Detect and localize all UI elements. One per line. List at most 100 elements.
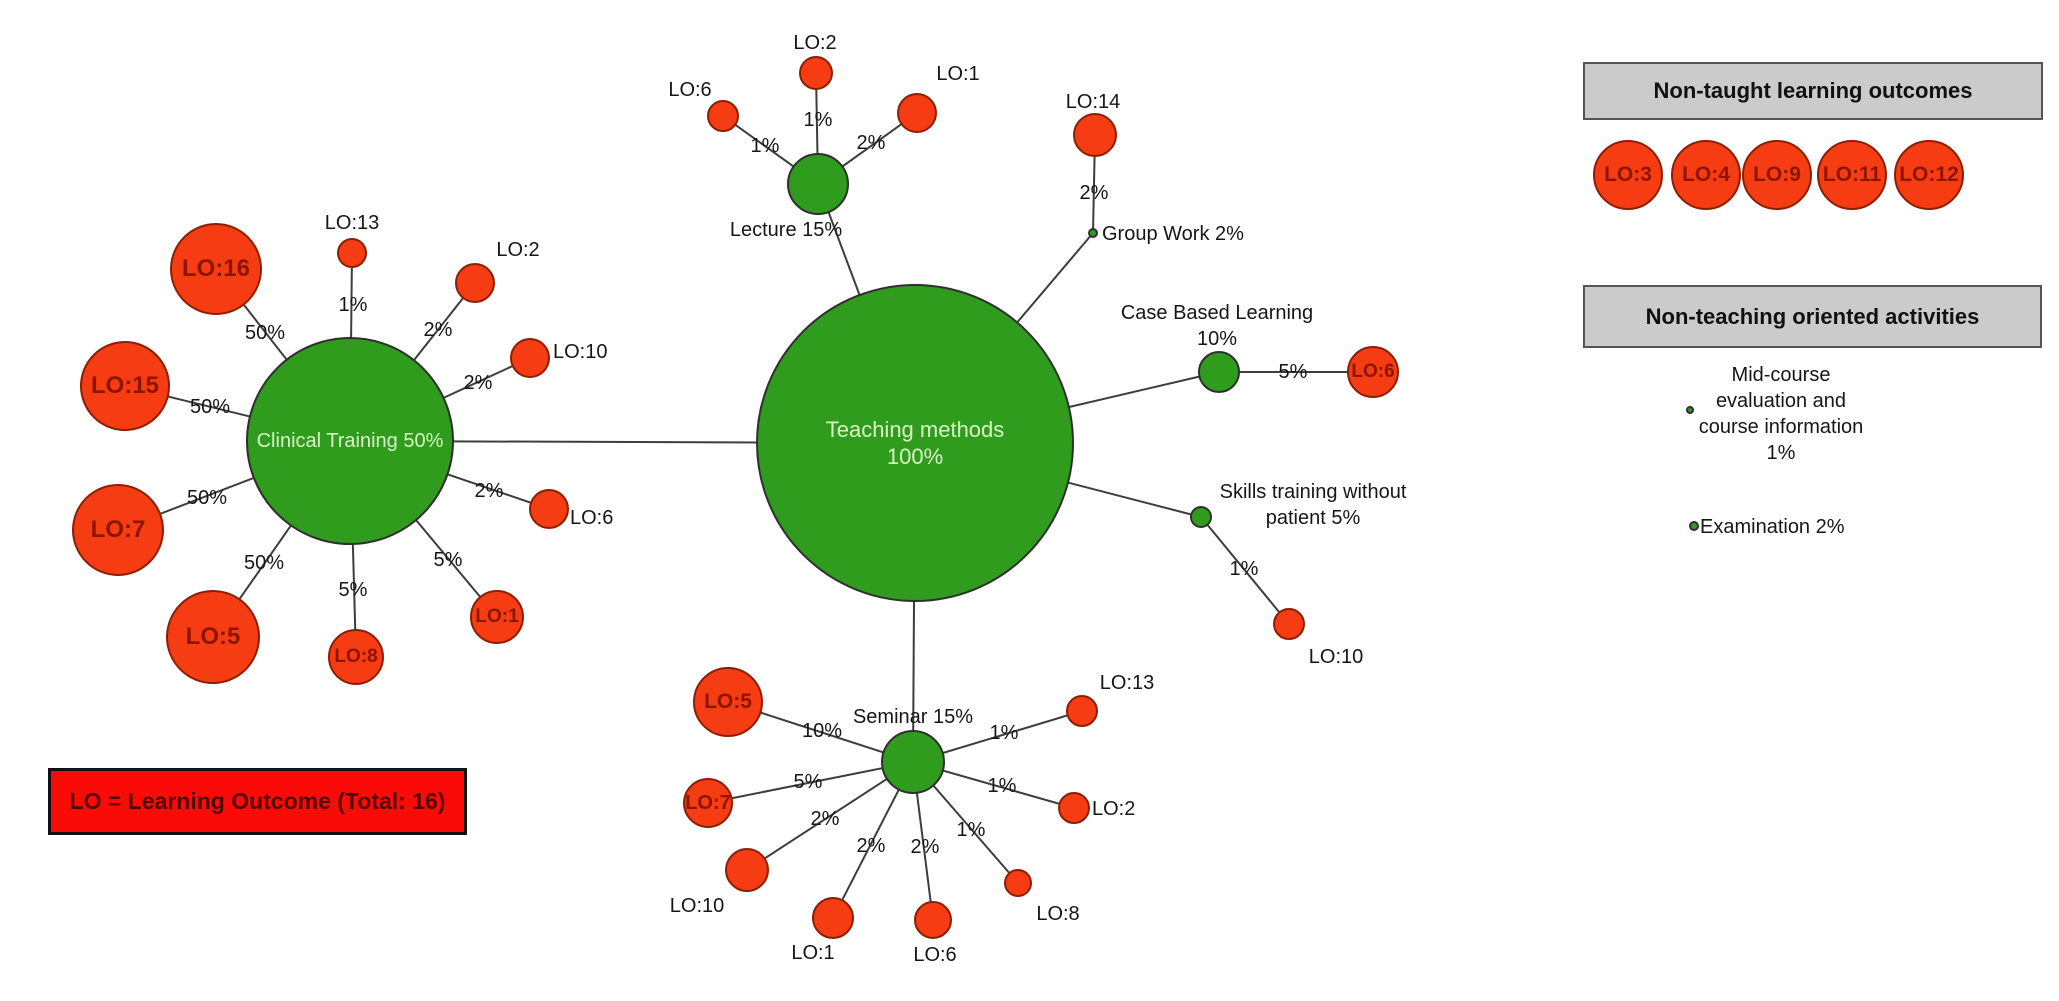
node-seminar-lo5: LO:5 bbox=[693, 667, 763, 737]
label-seminar-lo10-name: LO:10 bbox=[669, 895, 725, 917]
label-edge-clinical-lo2-pct: 2% bbox=[423, 319, 453, 341]
non-taught-panel-title: Non-taught learning outcomes bbox=[1653, 78, 1973, 103]
node-lecture-lo2 bbox=[799, 56, 833, 90]
label-edge-clinical-lo8-pct: 5% bbox=[338, 579, 368, 601]
label-edge-clinical-lo16-pct: 50% bbox=[244, 322, 286, 344]
label-edge-clinical-lo10-pct: 2% bbox=[463, 372, 493, 394]
node-seminar-lo1 bbox=[812, 897, 854, 939]
label-edge-lo14-pct: 2% bbox=[1079, 182, 1109, 204]
seminar-lo5-label: LO:5 bbox=[704, 689, 752, 713]
node-clinical-lo16: LO:16 bbox=[170, 223, 262, 315]
node-clinical-lo7: LO:7 bbox=[72, 484, 164, 576]
label-edge-seminar-lo1-pct: 2% bbox=[856, 835, 886, 857]
label-edge-lecture-lo2-pct: 1% bbox=[803, 109, 833, 131]
label-clinical-lo2-name: LO:2 bbox=[496, 239, 540, 261]
label-edge-seminar-lo5-pct: 10% bbox=[801, 720, 843, 742]
clinical-lo5-label: LO:5 bbox=[185, 623, 241, 650]
label-edge-lecture-lo1-pct: 2% bbox=[856, 132, 886, 154]
label-clinical-lo10-name: LO:10 bbox=[553, 341, 608, 363]
node-cbl-lo6: LO:6 bbox=[1347, 346, 1399, 398]
clinical-training-label: Clinical Training 50% bbox=[256, 429, 444, 452]
node-clinical-training: Clinical Training 50% bbox=[246, 337, 454, 545]
teaching-methods-label: Teaching methods 100% bbox=[825, 416, 1005, 470]
label-seminar-lo13-name: LO:13 bbox=[1099, 672, 1155, 694]
clinical-lo8-label: LO:8 bbox=[334, 646, 378, 668]
label-edge-clinical-lo13-pct: 1% bbox=[338, 294, 368, 316]
clinical-lo16-label: LO:16 bbox=[181, 255, 250, 282]
node-lo14 bbox=[1073, 113, 1117, 157]
label-lo14-name: LO:14 bbox=[1065, 91, 1121, 113]
seminar-lo7-label: LO:7 bbox=[685, 791, 731, 814]
node-clinical-lo8: LO:8 bbox=[328, 629, 384, 685]
nontaught-lo12-label: LO:12 bbox=[1899, 162, 1959, 186]
label-seminar-lo1-name: LO:1 bbox=[791, 942, 835, 964]
label-edge-seminar-lo13-pct: 1% bbox=[989, 722, 1019, 744]
label-edge-seminar-lo2-pct: 1% bbox=[987, 775, 1017, 797]
label-lecture-title: Lecture 15% bbox=[729, 219, 843, 241]
edge-23 bbox=[707, 761, 914, 804]
node-seminar-lo13 bbox=[1066, 695, 1098, 727]
nontaught-lo3-label: LO:3 bbox=[1604, 162, 1652, 186]
node-group-work bbox=[1088, 228, 1098, 238]
node-seminar-lo10 bbox=[725, 848, 769, 892]
node-nontaught-lo9: LO:9 bbox=[1742, 140, 1812, 210]
node-clinical-lo2 bbox=[455, 263, 495, 303]
label-seminar-title: Seminar 15% bbox=[852, 706, 974, 728]
node-clinical-lo13 bbox=[337, 238, 367, 268]
node-nontaught-lo11: LO:11 bbox=[1817, 140, 1887, 210]
clinical-lo7-label: LO:7 bbox=[90, 516, 146, 543]
label-edge-clinical-lo1-pct: 5% bbox=[433, 549, 463, 571]
legend-text: LO = Learning Outcome (Total: 16) bbox=[69, 788, 446, 814]
label-group-work-title: Group Work 2% bbox=[1102, 223, 1244, 245]
node-nontaught-lo12: LO:12 bbox=[1894, 140, 1964, 210]
node-clinical-lo15: LO:15 bbox=[80, 341, 170, 431]
label-lecture-lo6-name: LO:6 bbox=[668, 79, 712, 101]
non-teaching-panel-title: Non-teaching oriented activities bbox=[1645, 303, 1980, 329]
label-edge-clinical-lo15-pct: 50% bbox=[189, 396, 231, 418]
label-edge-cbl-lo6-pct: 5% bbox=[1278, 361, 1308, 383]
node-skills-lo10 bbox=[1273, 608, 1305, 640]
label-edge-lecture-lo6-pct: 1% bbox=[750, 135, 780, 157]
label-edge-skills-lo10-pct: 1% bbox=[1229, 558, 1259, 580]
label-seminar-lo2-name: LO:2 bbox=[1092, 798, 1136, 820]
node-nontaught-lo3: LO:3 bbox=[1593, 140, 1663, 210]
node-lecture-lo6 bbox=[707, 100, 739, 132]
edge-24 bbox=[746, 761, 914, 871]
legend-box: LO = Learning Outcome (Total: 16) bbox=[48, 768, 467, 835]
non-teaching-panel-header: Non-teaching oriented activities bbox=[1583, 285, 2042, 348]
label-edge-seminar-lo8-pct: 1% bbox=[956, 819, 986, 841]
label-lecture-lo1-name: LO:1 bbox=[936, 63, 980, 85]
node-seminar bbox=[881, 730, 945, 794]
label-edge-clinical-lo7-pct: 50% bbox=[186, 487, 228, 509]
node-clinical-lo1: LO:1 bbox=[470, 590, 524, 644]
node-seminar-lo6 bbox=[914, 901, 952, 939]
mid-course-label: Mid-course evaluation and course informati… bbox=[1698, 364, 1864, 464]
clinical-lo1-label: LO:1 bbox=[475, 606, 519, 628]
edge-20 bbox=[1200, 516, 1290, 625]
node-seminar-lo7: LO:7 bbox=[683, 778, 733, 828]
label-seminar-lo8-name: LO:8 bbox=[1036, 903, 1080, 925]
node-clinical-lo10 bbox=[510, 338, 550, 378]
non-taught-panel-header: Non-taught learning outcomes bbox=[1583, 62, 2043, 120]
node-lecture-lo1 bbox=[897, 93, 937, 133]
node-seminar-lo8 bbox=[1004, 869, 1032, 897]
label-case-based-learning-title: Case Based Learning 10% bbox=[1120, 302, 1314, 350]
node-clinical-lo6 bbox=[529, 489, 569, 529]
nontaught-lo4-label: LO:4 bbox=[1682, 162, 1730, 186]
label-edge-seminar-lo6-pct: 2% bbox=[910, 836, 940, 858]
label-clinical-lo6-name: LO:6 bbox=[570, 507, 614, 529]
label-skills-lo10-name: LO:10 bbox=[1308, 646, 1364, 668]
node-mid-course-dot bbox=[1686, 406, 1694, 414]
label-seminar-lo6-name: LO:6 bbox=[913, 944, 957, 966]
node-examination-dot bbox=[1689, 521, 1699, 531]
examination-label: Examination 2% bbox=[1700, 516, 1845, 538]
node-nontaught-lo4: LO:4 bbox=[1671, 140, 1741, 210]
label-clinical-lo13-name: LO:13 bbox=[324, 212, 380, 234]
nontaught-lo9-label: LO:9 bbox=[1753, 162, 1801, 186]
node-teaching-methods: Teaching methods 100% bbox=[756, 284, 1074, 602]
nontaught-lo11-label: LO:11 bbox=[1822, 162, 1882, 186]
label-skills-training-title: Skills training without patient 5% bbox=[1219, 481, 1407, 529]
clinical-lo15-label: LO:15 bbox=[90, 372, 159, 399]
label-edge-clinical-lo6-pct: 2% bbox=[474, 480, 504, 502]
